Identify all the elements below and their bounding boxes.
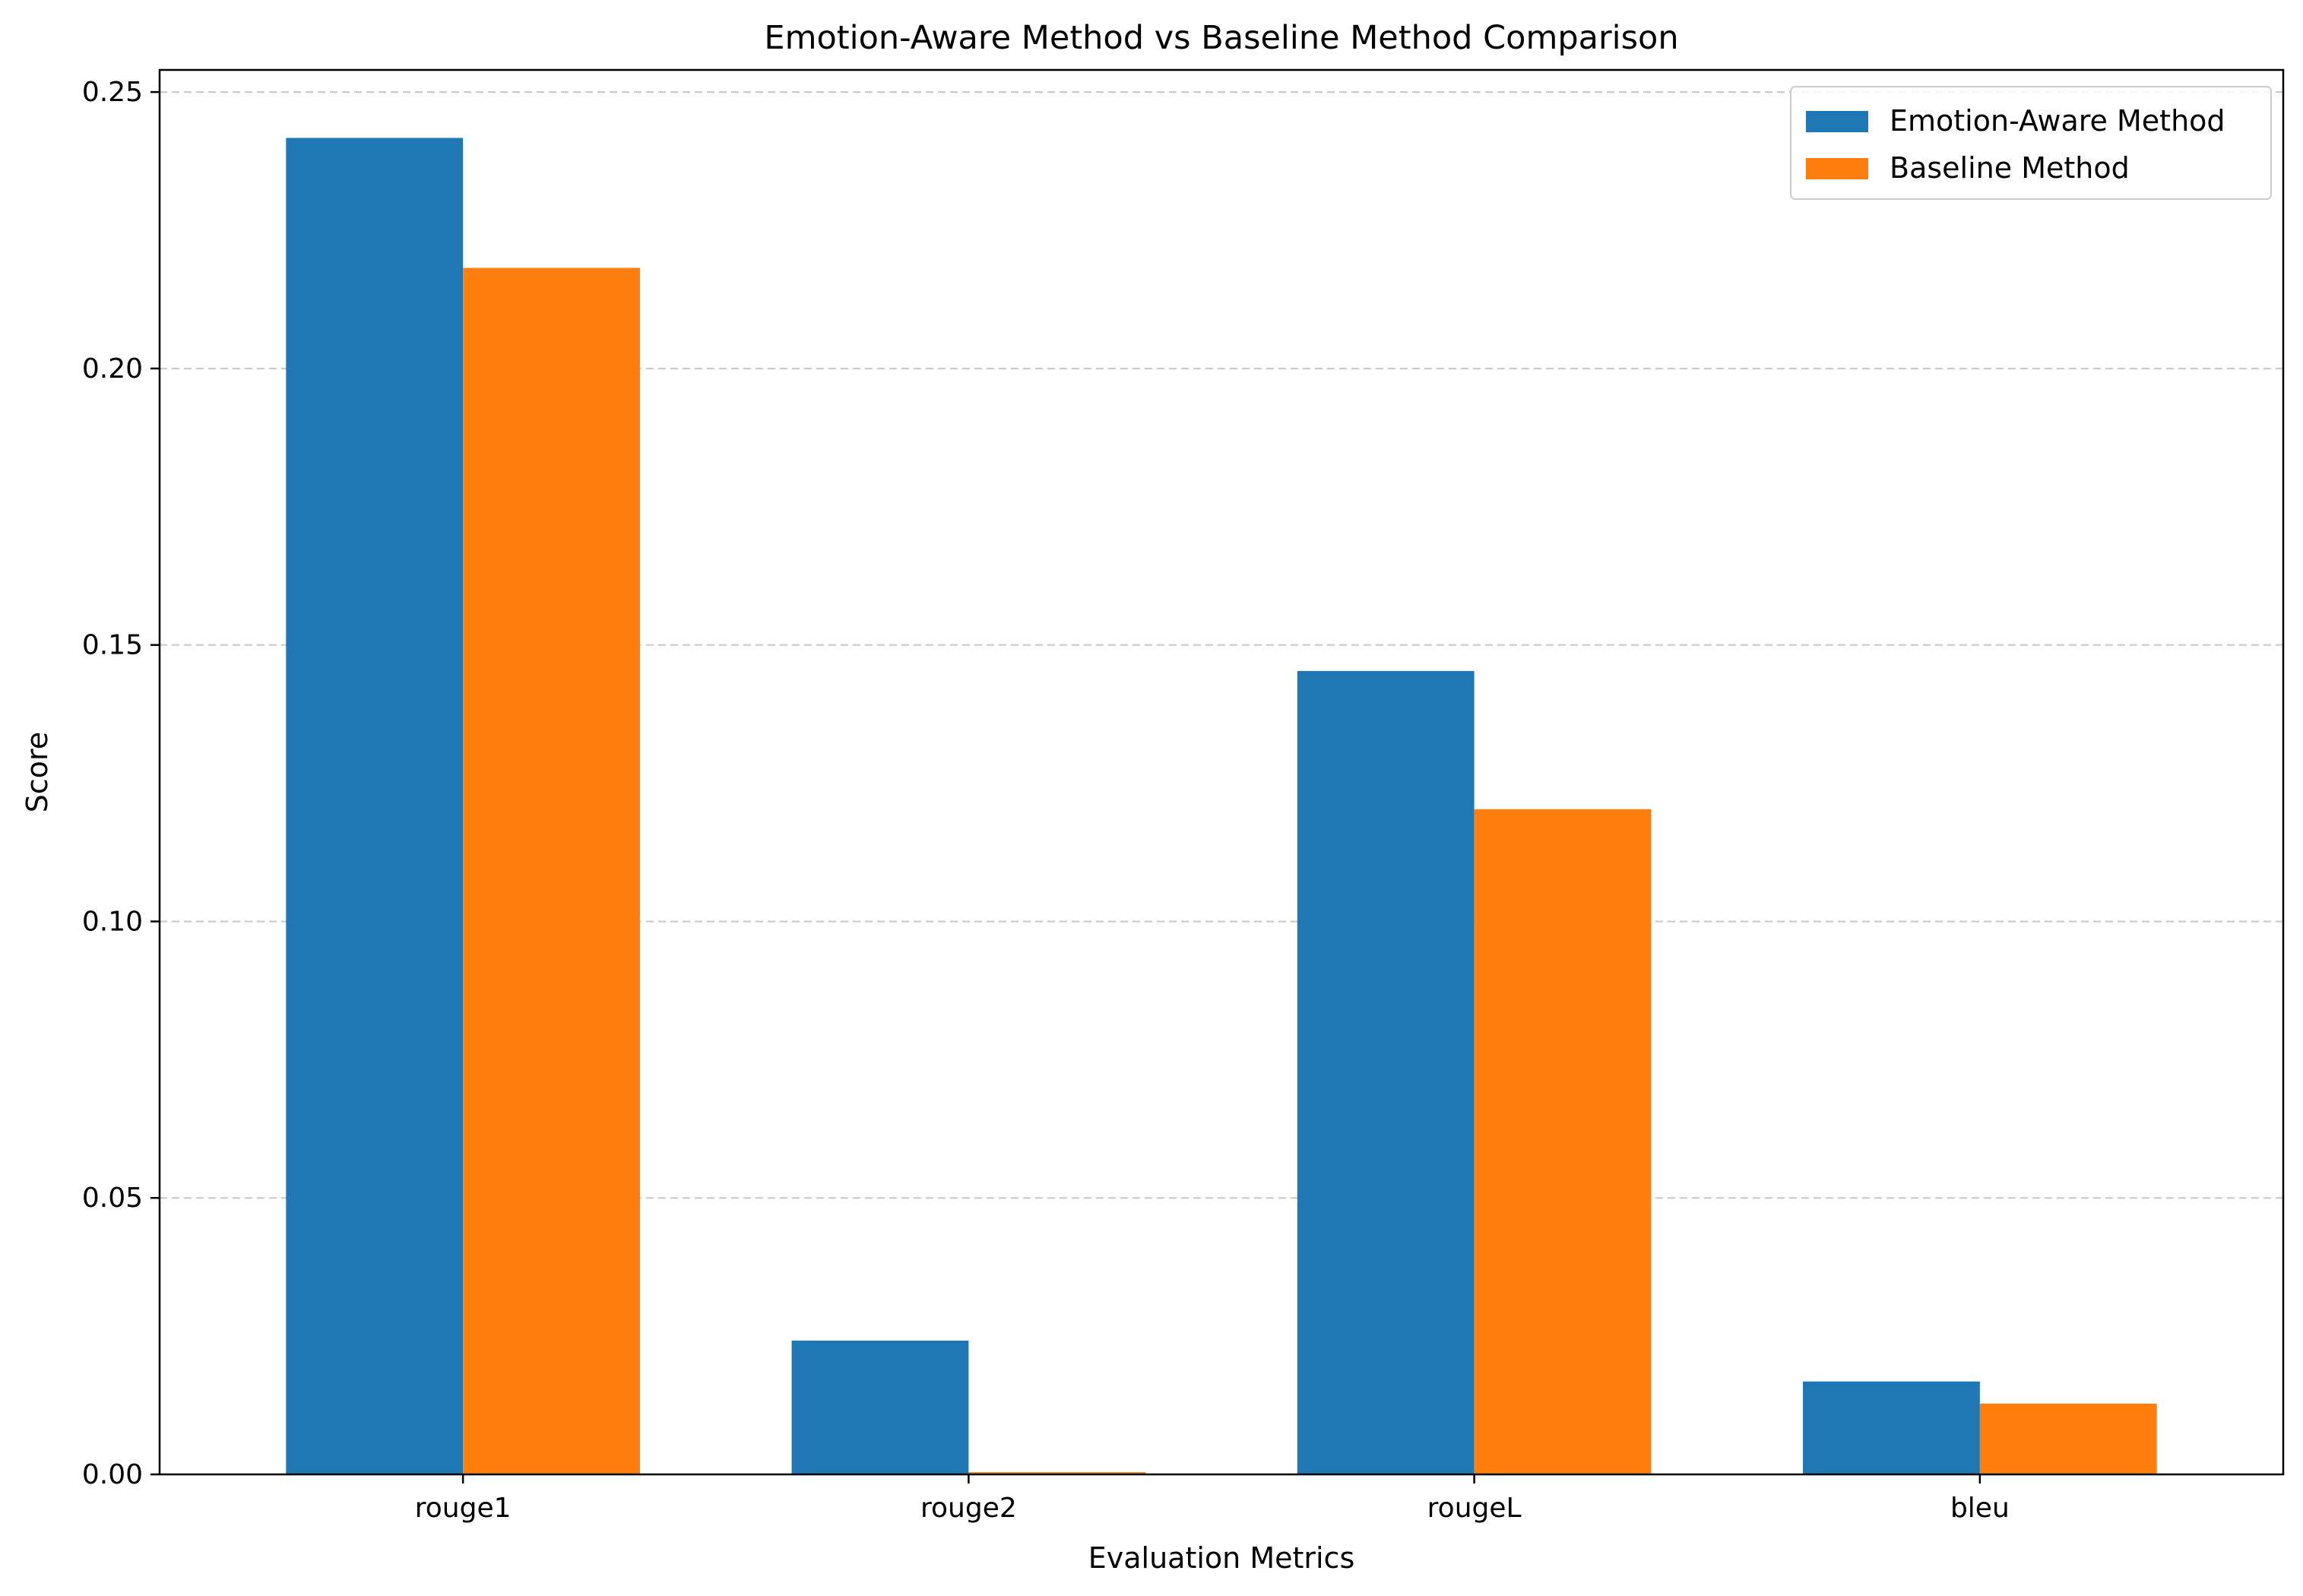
bar-bleu-series-1 <box>1803 1381 1980 1474</box>
x-tick-label-rouge2: rouge2 <box>920 1493 1017 1524</box>
x-tick-label-rouge1: rouge1 <box>415 1493 512 1524</box>
bar-rouge1-series-2 <box>463 268 640 1474</box>
y-tick-label: 0.25 <box>82 77 143 108</box>
y-axis: 0.00 0.05 0.10 0.15 0.20 0.25 <box>82 77 160 1490</box>
y-tick-label: 0.10 <box>82 906 143 937</box>
y-tick-label: 0.05 <box>82 1183 143 1214</box>
x-tick-label-bleu: bleu <box>1950 1493 2010 1524</box>
bar-rouge1-series-1 <box>286 138 464 1475</box>
bar-rouge2-series-2 <box>968 1472 1146 1474</box>
y-tick-label: 0.15 <box>82 630 143 661</box>
y-tick-label: 0.00 <box>82 1459 143 1490</box>
x-axis: rouge1 rouge2 rougeL bleu <box>415 1474 2010 1524</box>
x-axis-title: Evaluation Metrics <box>1088 1541 1355 1575</box>
legend-box <box>1790 86 2272 200</box>
bar-rougeL-series-2 <box>1474 809 1652 1474</box>
bars <box>286 138 2157 1475</box>
x-tick-label-rougeL: rougeL <box>1427 1493 1522 1524</box>
plot-frame <box>158 68 2285 1476</box>
legend-swatch-series-1 <box>1806 111 1868 132</box>
legend-swatch-series-2 <box>1806 158 1868 179</box>
y-axis-title: Score <box>21 732 54 812</box>
bar-rougeL-series-1 <box>1297 670 1475 1474</box>
legend-label-series-1: Emotion-Aware Method <box>1890 104 2225 138</box>
legend-label-series-2: Baseline Method <box>1890 151 2130 185</box>
bar-rouge2-series-1 <box>791 1340 969 1474</box>
y-tick-label: 0.20 <box>82 353 143 385</box>
legend: Emotion-Aware Method Baseline Method <box>1790 86 2272 200</box>
bar-bleu-series-2 <box>1979 1403 2157 1474</box>
chart-title: Emotion-Aware Method vs Baseline Method … <box>764 19 1678 57</box>
